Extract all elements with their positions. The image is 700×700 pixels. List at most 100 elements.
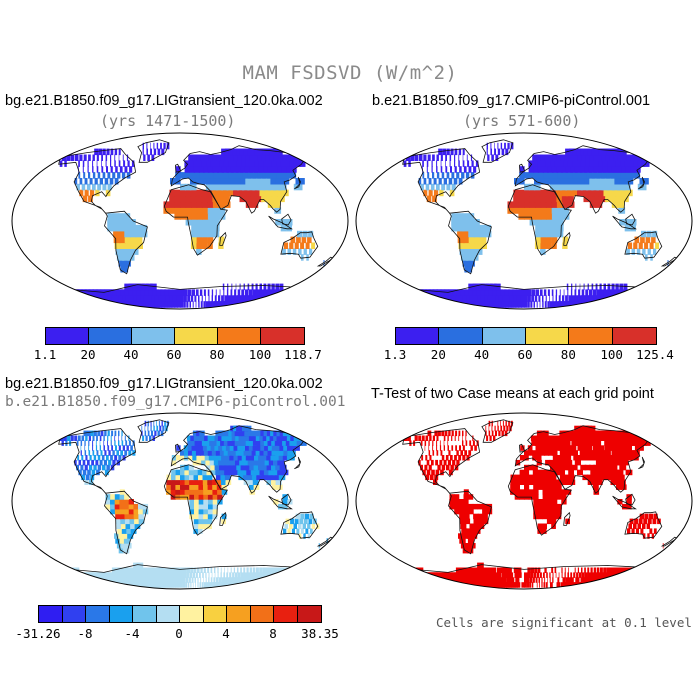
map-cell	[153, 148, 157, 156]
map-cell	[280, 219, 287, 226]
map-cell	[591, 283, 594, 291]
map-cell	[204, 455, 211, 461]
map-cell	[468, 503, 474, 510]
map-cell	[562, 236, 569, 244]
map-cell	[610, 455, 618, 461]
map-cell	[84, 178, 88, 185]
map-cell	[443, 445, 445, 451]
map-cell	[575, 577, 580, 583]
map-cell	[113, 230, 120, 238]
map-cell	[213, 172, 221, 179]
map-cell	[585, 160, 594, 167]
map-cell	[596, 572, 601, 578]
map-cell	[171, 577, 176, 583]
map-cell	[565, 489, 572, 495]
map-cell	[415, 295, 433, 302]
map-cell	[456, 219, 463, 226]
map-cell	[231, 577, 236, 583]
map-cell	[427, 154, 431, 161]
map-cell	[607, 289, 613, 296]
map-cell	[589, 178, 598, 185]
map-cell	[491, 425, 493, 432]
map-cell	[471, 254, 479, 261]
map-cell	[203, 503, 209, 510]
map-cell	[106, 455, 109, 461]
map-cell	[533, 494, 539, 500]
map-cell	[436, 440, 438, 446]
map-cell	[124, 230, 131, 238]
map-cell	[542, 166, 549, 173]
map-cell	[598, 166, 607, 173]
map-cell	[551, 508, 557, 515]
map-cell	[626, 494, 632, 500]
map-cell	[289, 242, 294, 249]
map-cell	[422, 160, 424, 167]
map-cell	[514, 572, 519, 578]
map-cell	[617, 183, 626, 191]
map-cell	[74, 459, 77, 466]
map-cell	[203, 508, 209, 515]
map-cell	[486, 148, 488, 156]
map-cell	[168, 207, 175, 214]
map-cell	[561, 572, 563, 578]
map-cell	[275, 450, 284, 456]
coastline-indonesia	[268, 495, 293, 510]
map-cell	[557, 577, 560, 583]
map-cell	[184, 455, 189, 461]
map-cell	[192, 582, 194, 588]
map-cell	[486, 567, 493, 573]
map-cell	[551, 230, 558, 238]
map-cell	[461, 528, 468, 534]
map-cell	[282, 503, 288, 510]
map-cell	[237, 469, 244, 476]
map-cell	[463, 499, 469, 505]
map-cell	[605, 572, 611, 578]
map-cell	[84, 450, 87, 456]
map-cell	[510, 420, 513, 427]
map-cell	[125, 523, 132, 529]
map-cell	[510, 489, 516, 495]
map-cell	[166, 489, 172, 495]
map-cell	[537, 160, 544, 167]
map-cell	[190, 440, 196, 446]
map-cell	[113, 236, 121, 244]
map-cell	[473, 166, 477, 173]
map-cell	[92, 160, 94, 167]
map-cell	[645, 236, 651, 244]
map-cell	[268, 567, 273, 573]
map-cell	[265, 474, 272, 481]
map-cell	[303, 248, 307, 255]
map-cell	[524, 582, 527, 588]
map-cell	[80, 450, 82, 456]
map-cell	[160, 289, 167, 296]
colorbar-swatch	[132, 328, 175, 344]
map-cell	[227, 189, 235, 197]
map-cell	[528, 450, 533, 456]
map-cell	[437, 430, 441, 437]
map-cell	[428, 440, 430, 446]
map-cell	[551, 518, 557, 525]
map-cell	[501, 430, 504, 437]
panel-top-right-case-title: b.e21.B1850.f09_g17.CMIP6-piControl.001	[372, 93, 651, 109]
map-cell	[501, 148, 505, 156]
map-cell	[592, 289, 597, 296]
map-cell	[225, 178, 233, 185]
map-cell	[246, 469, 253, 476]
map-cell	[438, 178, 442, 185]
map-cell	[70, 154, 75, 161]
map-cell	[233, 172, 241, 179]
map-cell	[534, 435, 540, 441]
map-cell	[637, 160, 650, 167]
map-cell	[99, 435, 102, 441]
map-cell	[444, 430, 448, 437]
map-cell	[619, 283, 624, 291]
map-cell	[436, 160, 438, 167]
colorbar-swatch	[227, 606, 251, 622]
map-cell	[537, 479, 543, 485]
map-cell	[610, 195, 618, 203]
map-cell	[458, 455, 462, 461]
map-cell	[198, 513, 204, 520]
map-cell	[165, 295, 172, 302]
map-cell	[255, 301, 270, 308]
map-cell	[560, 183, 567, 191]
